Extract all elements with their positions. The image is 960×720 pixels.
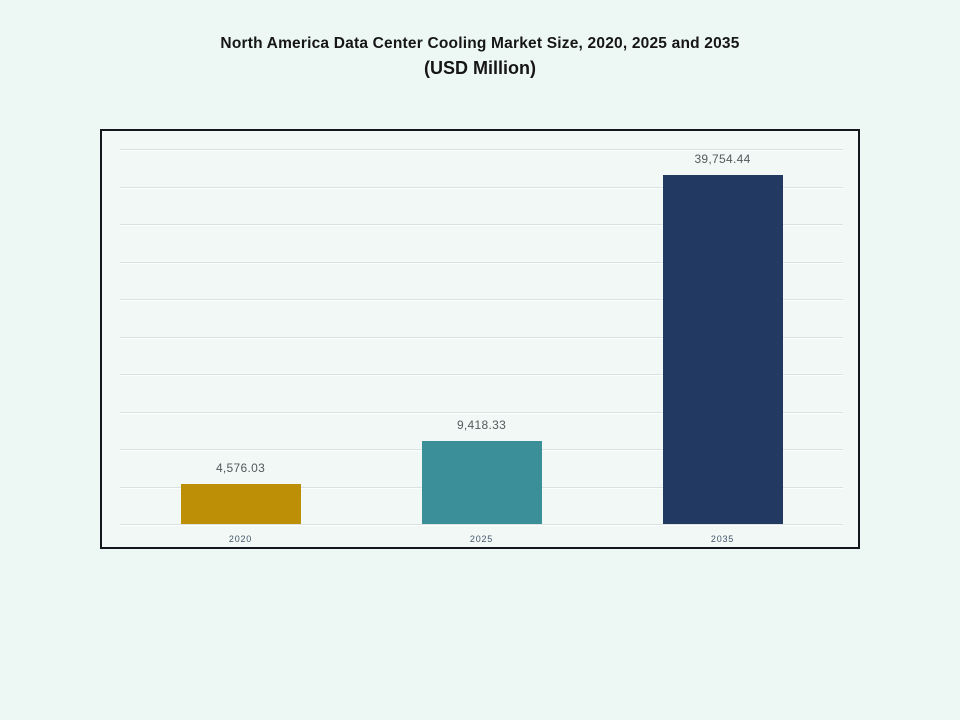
chart-subtitle: (USD Million): [424, 58, 536, 78]
plot-area: 4,576.03 2020 9,418.33 2025 39,754.44 2035: [120, 149, 843, 544]
chart-frame: 4,576.03 2020 9,418.33 2025 39,754.44 2035: [100, 129, 860, 549]
bar-value-label-2035: 39,754.44: [694, 151, 751, 166]
gridline: [120, 261, 843, 263]
x-axis-label-2035: 2035: [710, 534, 735, 544]
bar-group-2025: 9,418.33: [421, 418, 542, 524]
chart-title-block: North America Data Center Cooling Market…: [0, 33, 960, 81]
gridline: [120, 224, 843, 225]
gridline: [120, 149, 843, 150]
gridline: [120, 336, 843, 338]
x-axis-label-2025: 2025: [469, 534, 494, 544]
bar-2025: [421, 441, 542, 524]
chart-title: North America Data Center Cooling Market…: [220, 35, 740, 52]
gridline: [120, 411, 843, 413]
bar-2020: [180, 483, 301, 524]
bar-value-label-2025: 9,418.33: [456, 418, 507, 433]
gridline: [120, 524, 843, 525]
gridline: [120, 186, 843, 188]
bar-value-label-2020: 4,576.03: [215, 460, 266, 475]
gridline: [120, 374, 843, 375]
x-axis-label-2020: 2020: [228, 534, 253, 544]
bar-group-2035: 39,754.44: [662, 151, 783, 524]
bar-2035: [662, 174, 783, 524]
bar-group-2020: 4,576.03: [180, 460, 301, 524]
gridline: [120, 299, 843, 300]
